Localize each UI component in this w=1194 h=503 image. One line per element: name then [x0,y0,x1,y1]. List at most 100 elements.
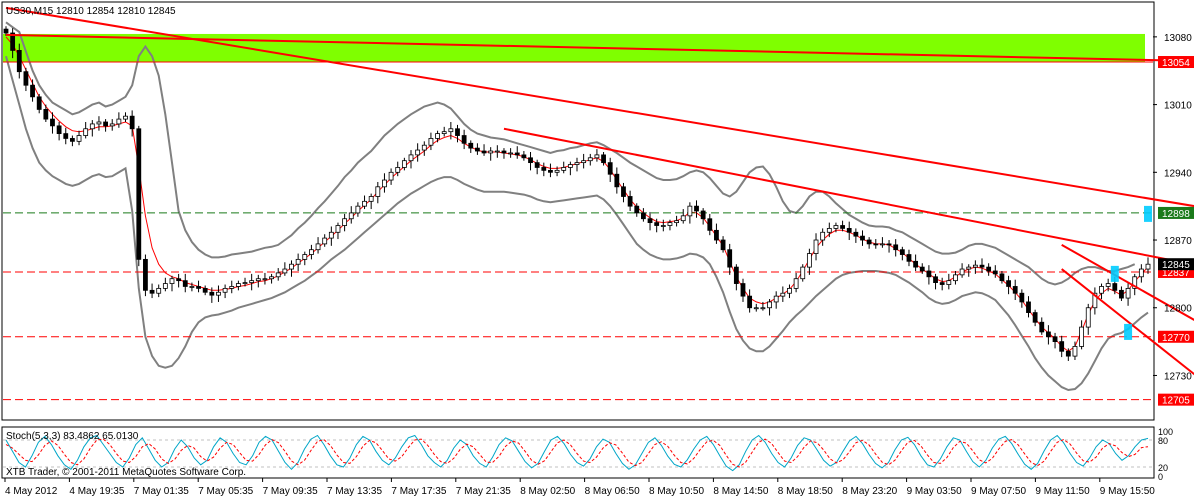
candle-body [594,154,600,159]
upper-band-line [5,21,1136,286]
candle-body [388,171,394,181]
candle-body [441,131,447,135]
time-tick-label: 7 May 17:35 [391,486,446,497]
candle-body [475,147,480,152]
candle-body [56,125,62,135]
candle-body [189,286,195,288]
candle-body [1099,286,1104,294]
price-axis: 13080 13010 12940 12870 12800 12730 13054 12898… [1153,33,1194,407]
candle-body [893,244,899,251]
candle-body [946,280,952,285]
candle-body [833,225,839,229]
candle-body [209,291,215,296]
stochastic-panel[interactable]: Stoch(5,3,3) 83.4862 65.0130 XTB Trader,… [1,426,1155,479]
candle-body [123,115,128,120]
level-label-12770-box [1158,330,1194,343]
copyright-text: XTB Trader, © 2001-2011 MetaQuotes Softw… [6,467,246,478]
candle-body [687,205,693,217]
candle-body [674,220,679,224]
price-panel-frame [1,1,1155,421]
current-price-label-box [1158,258,1194,271]
candle-body [753,307,759,310]
candle-body [680,215,686,222]
candle-body [382,179,387,188]
candle-body [23,71,29,86]
candle-body [933,276,938,283]
candle-body [468,142,474,149]
candle-body [295,258,301,265]
candle-body [561,167,567,171]
candle-body [235,283,241,287]
candle-body [3,28,9,34]
candle-body [1125,287,1131,299]
price-tick-label: 13010 [1164,101,1192,112]
candle-body [647,218,653,224]
candle-body [176,278,182,282]
candle-body [63,133,69,139]
candle-body [1072,346,1078,357]
candle-body [1065,350,1071,357]
candle-body [700,210,706,220]
candle-body [707,218,713,231]
stoch-tick-label: 100 [1158,427,1173,437]
price-tick-label: 13080 [1164,33,1192,44]
candle-body [886,243,892,246]
candle-body [926,270,932,278]
candle-body [720,239,726,251]
level-label-12898: 12898 [1162,209,1190,220]
candle-body [461,135,467,144]
candle-body [269,276,274,280]
candle-body [136,128,142,260]
candle-body [919,266,925,272]
candle-body [780,292,786,297]
candle-body [1059,341,1065,352]
candle-body [1119,289,1124,299]
candle-body [309,249,314,255]
candle-body [607,162,613,175]
candle-body [43,109,49,120]
candle-body [621,186,626,197]
candle-body [514,152,520,156]
candle-body [813,239,819,254]
price-tick-label: 12940 [1164,168,1192,179]
candle-body [899,249,905,255]
time-tick-label: 9 May 11:50 [1035,486,1090,497]
candle-body [880,243,885,246]
candle-body [541,167,547,171]
candle-body [455,128,460,136]
candle-body [182,280,188,287]
candle-body [760,307,766,310]
price-panel-title: US30,M15 12810 12854 12810 12845 [6,6,176,17]
price-panel[interactable]: US30,M15 12810 12854 12810 12845 [1,1,1194,421]
candle-body [494,150,500,153]
candle-body [992,270,998,275]
candle-body [826,228,832,233]
candle-body [601,154,606,164]
level-label-12705: 12705 [1162,396,1190,407]
candle-body [96,121,102,125]
candle-body [567,164,573,168]
candle-body [1138,268,1144,278]
time-tick-label: 7 May 21:35 [456,486,511,497]
candle-body [196,286,201,289]
candle-body [727,249,733,268]
candle-body [787,287,792,294]
candle-body [953,274,958,282]
candle-body [415,149,421,156]
time-tick-label: 4 May 2012 [5,486,58,497]
candle-body [1039,321,1045,333]
candle-body [222,287,228,293]
candle-body [162,283,168,289]
candle-body [548,169,553,173]
candle-body [667,222,673,226]
candle-body [521,154,527,159]
time-tick-label: 7 May 13:35 [327,486,382,497]
trendline-1 [5,33,1194,62]
candle-body [262,278,268,281]
candle-body [1079,326,1085,347]
candle-body [913,260,919,268]
candle-body [76,135,82,142]
